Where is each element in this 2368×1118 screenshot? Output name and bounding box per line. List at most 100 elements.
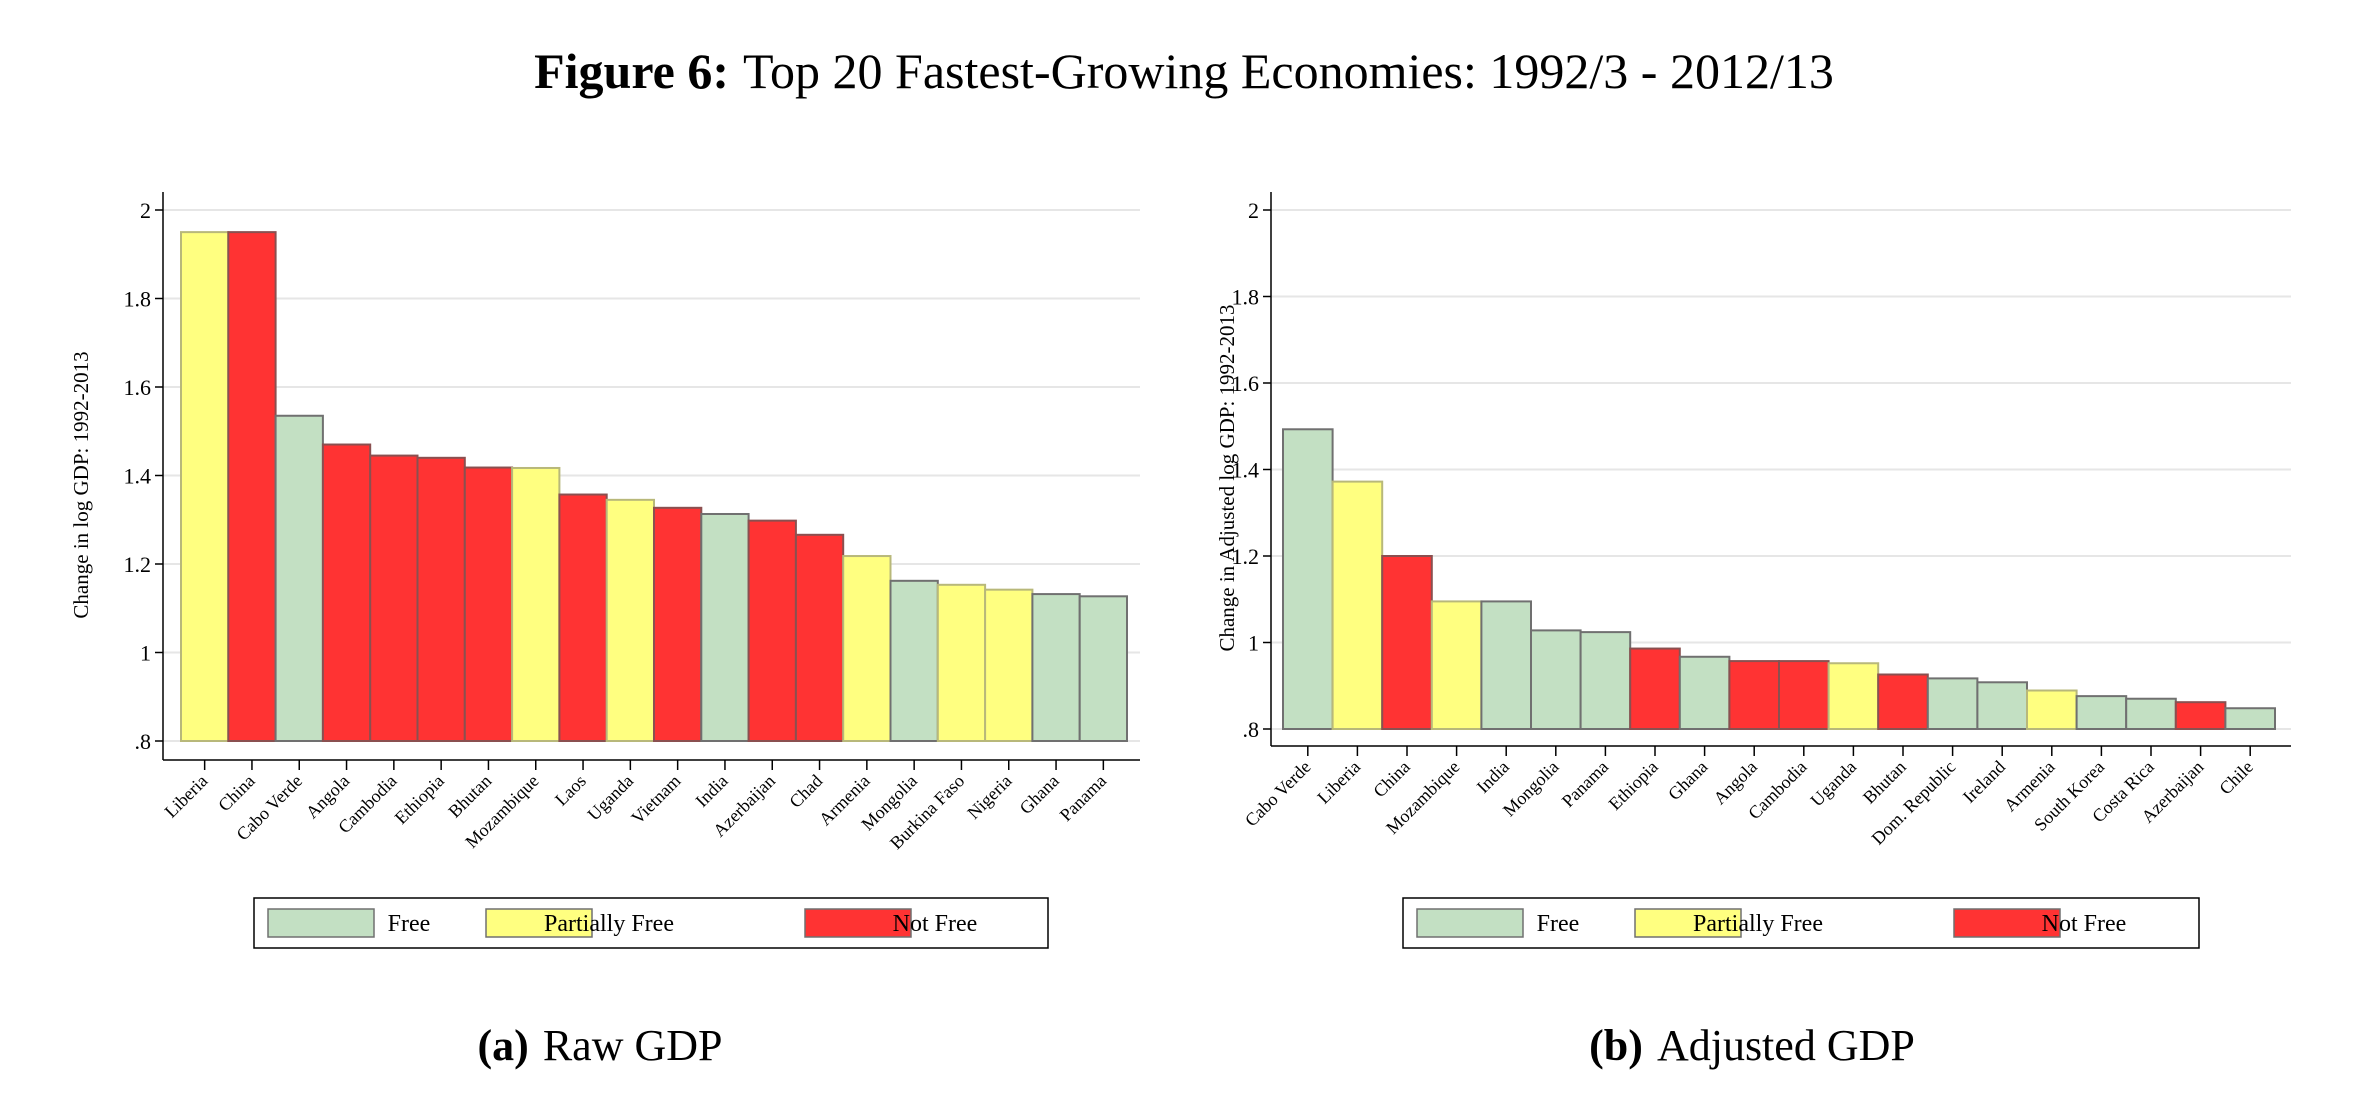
bar-bhutan (463, 466, 514, 742)
y-tick-label: 1 (140, 641, 151, 666)
bar-cabo-verde (1282, 428, 1334, 730)
bar-mongolia (1530, 629, 1582, 731)
bar-china (1381, 555, 1433, 730)
y-tick-label: 2 (140, 198, 151, 223)
subfigure-caption: (b) Adjusted GDP (1589, 1021, 1915, 1070)
bar-ethiopia (1629, 647, 1681, 730)
bar-cambodia (369, 454, 419, 742)
y-tick-label: .8 (1243, 717, 1260, 742)
bar-mozambique (511, 466, 561, 742)
bar-dom-republic (1926, 677, 1979, 731)
x-tick-label: Cabo Verde (1241, 757, 1315, 831)
x-tick-label: China (214, 771, 259, 816)
x-tick-label: Chad (785, 771, 826, 812)
legend-label: Partially Free (1693, 911, 1823, 937)
x-tick-label: Panama (1558, 757, 1612, 811)
bar-china (227, 231, 277, 742)
x-tick-label: Nigeria (963, 771, 1015, 823)
legend-label: Not Free (2042, 911, 2127, 937)
legend-swatch (1953, 908, 2061, 938)
caption-label: (b) (1589, 1021, 1643, 1070)
bar-cambodia (1778, 660, 1830, 730)
legend-box (253, 897, 1049, 949)
bar-liberia (1331, 480, 1384, 730)
x-tick-label: Panama (1056, 771, 1110, 825)
bar-mozambique (1430, 600, 1483, 730)
figure-title: Figure 6: Top 20 Fastest-Growing Economie… (534, 43, 1834, 99)
bar-armenia (842, 555, 892, 742)
legend: Free Partially Free Not Free (1402, 897, 2200, 949)
y-axis-label: Change in Adjusted log GDP: 1992-2013 (1215, 304, 1239, 651)
bar-azerbaijan (747, 519, 797, 743)
x-tick-label: Uganda (1806, 757, 1860, 811)
legend-swatch (1416, 908, 1524, 938)
bar-nigeria (984, 588, 1034, 742)
bar-chad (794, 533, 845, 742)
y-tick-label: 1.8 (1232, 285, 1260, 310)
bar-ireland (1976, 681, 2029, 730)
legend-swatch (1634, 908, 1742, 938)
x-tick-label: Ethiopia (391, 771, 448, 828)
bar-vietnam (653, 506, 703, 742)
bar-ghana (1031, 593, 1081, 743)
legend-label: Free (1537, 911, 1580, 937)
y-tick-label: 2 (1248, 198, 1259, 223)
x-tick-label: India (1473, 757, 1513, 797)
x-tick-label: Ghana (1664, 757, 1711, 804)
legend-box (1402, 897, 2200, 949)
x-tick-label: Laos (551, 771, 590, 810)
x-tick-label: Chile (2215, 757, 2257, 799)
figure-title-label: Figure 6: (534, 43, 729, 99)
bar-panama (1579, 631, 1632, 730)
y-tick-label: 1.2 (124, 552, 152, 577)
bar-india (700, 512, 750, 742)
caption-text: Adjusted GDP (1657, 1021, 1915, 1070)
bar-uganda (605, 498, 656, 742)
legend-label: Not Free (893, 911, 978, 937)
y-tick-label: .8 (135, 729, 152, 754)
y-tick-label: 1.4 (124, 464, 152, 489)
legend-swatch (804, 908, 912, 938)
subfigure-caption: (a) Raw GDP (478, 1021, 723, 1070)
x-tick-label: Liberia (161, 771, 212, 822)
legend-label: Partially Free (544, 911, 674, 937)
figure-title-text: Top 20 Fastest-Growing Economies: 1992/3… (743, 43, 1834, 99)
x-tick-label: India (691, 771, 731, 811)
x-tick-label: Mongolia (1499, 757, 1563, 821)
x-tick-label: Ethiopia (1605, 757, 1662, 814)
bar-liberia (180, 231, 230, 742)
legend-swatch (267, 908, 375, 938)
bar-ghana (1678, 655, 1731, 731)
bar-mongolia (889, 579, 939, 742)
y-tick-label: 1.6 (1232, 371, 1260, 396)
bar-chile (2224, 707, 2276, 730)
x-tick-label: Vietnam (627, 771, 684, 828)
bar-uganda (1827, 662, 1880, 731)
bar-laos (558, 493, 608, 742)
bar-panama (1078, 595, 1128, 742)
bar-costa-rica (2125, 697, 2177, 730)
y-tick-label: 1.8 (124, 287, 152, 312)
bar-armenia (2026, 689, 2078, 731)
bar-cabo-verde (274, 414, 324, 742)
y-axis-label: Change in log GDP: 1992-2013 (69, 351, 93, 618)
bar-angola (321, 443, 372, 742)
caption-text: Raw GDP (543, 1021, 723, 1070)
bar-south-korea (2075, 695, 2128, 731)
bar-ethiopia (416, 456, 466, 742)
x-tick-label: China (1369, 757, 1414, 802)
y-tick-label: 1.2 (1232, 544, 1260, 569)
caption-label: (a) (478, 1021, 529, 1070)
bar-azerbaijan (2174, 701, 2227, 730)
bar-india (1480, 600, 1533, 730)
legend-label: Free (388, 911, 431, 937)
legend-swatch (485, 908, 593, 938)
bar-bhutan (1877, 673, 1929, 731)
x-tick-label: Liberia (1313, 757, 1364, 808)
y-tick-label: 1 (1248, 631, 1259, 656)
y-tick-label: 1.6 (124, 375, 152, 400)
